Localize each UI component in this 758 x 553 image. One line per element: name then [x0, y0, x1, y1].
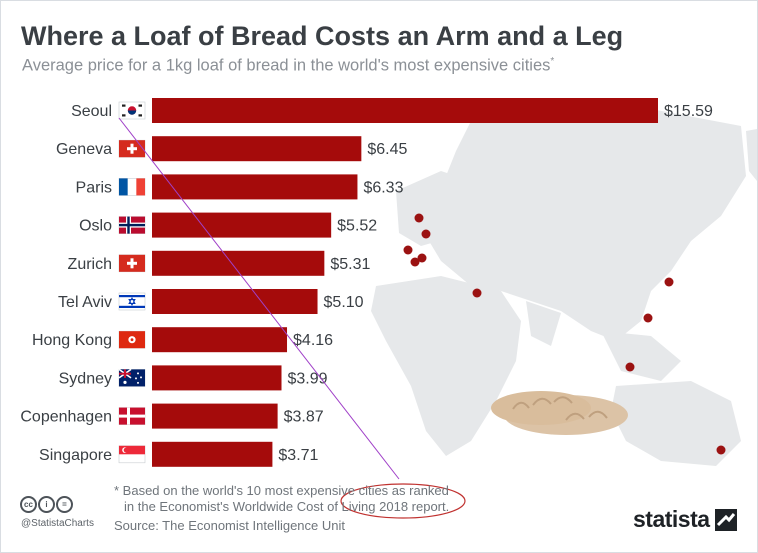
value-label: $5.10 — [324, 294, 364, 311]
bar-row: Seoul $15.59 — [71, 98, 713, 123]
city-marker — [410, 257, 420, 267]
annotation-ellipse — [340, 483, 466, 519]
bar-row: Singapore $3.71 — [39, 441, 319, 467]
annotation-line — [118, 117, 400, 480]
by-icon: i — [38, 496, 55, 513]
category-label: Copenhagen — [20, 409, 112, 426]
value-label: $5.52 — [337, 218, 377, 235]
source-note: Source: The Economist Intelligence Unit — [114, 518, 345, 533]
bar — [152, 365, 282, 391]
chart-title: Where a Loaf of Bread Costs an Arm and a… — [21, 21, 624, 51]
city-marker — [421, 229, 431, 239]
category-label: Geneva — [56, 141, 112, 158]
map-landmass — [426, 101, 746, 341]
bar-row: Zurich $5.31 — [68, 250, 370, 276]
category-label: Singapore — [39, 447, 112, 464]
map-landmass — [371, 276, 521, 456]
hong-kong-flag — [118, 330, 146, 349]
bar — [152, 289, 318, 314]
license-icons: cc i = — [20, 494, 74, 513]
annotations — [118, 117, 466, 519]
bar-row: Tel Aviv $5.10 — [58, 289, 364, 314]
map-landmass — [601, 331, 681, 381]
bar — [152, 98, 658, 123]
nd-icon: = — [56, 496, 73, 513]
statista-logo-text: statista — [633, 506, 710, 532]
category-label: Tel Aviv — [58, 294, 112, 311]
bar-row: Hong Kong $4.16 — [32, 327, 333, 353]
city-marker — [417, 253, 427, 263]
category-label: Paris — [76, 179, 112, 196]
bar — [152, 174, 358, 200]
bar-row: Copenhagen $3.87 — [20, 403, 324, 429]
south-korea-flag — [118, 101, 146, 120]
footnote-line-1: * Based on the world's 10 most expensive… — [114, 483, 449, 498]
bar-row: Oslo $5.52 — [79, 212, 377, 238]
bar — [152, 136, 362, 162]
category-label: Hong Kong — [32, 332, 112, 349]
singapore-flag — [118, 445, 146, 464]
statista-logo-icon — [715, 509, 737, 531]
bars: Seoul $15.59 Geneva $6.45 Paris $6.33 Oslo $5.5… — [20, 98, 713, 467]
footnote: * Based on the world's 10 most expensive… — [114, 483, 449, 515]
footnote-line-2: in the Economist's Worldwide Cost of Liv… — [124, 499, 450, 514]
category-label: Zurich — [68, 256, 112, 273]
bar-row: Paris $6.33 — [76, 174, 404, 200]
value-label: $3.87 — [284, 409, 324, 426]
bar — [152, 327, 288, 353]
bar — [152, 441, 273, 467]
bar — [152, 403, 278, 429]
city-marker — [643, 313, 653, 323]
value-label: $6.45 — [367, 141, 407, 158]
city-marker — [414, 213, 424, 223]
map-landmass — [746, 129, 757, 181]
category-label: Seoul — [71, 103, 112, 120]
city-marker — [716, 445, 726, 455]
category-label: Oslo — [79, 218, 112, 235]
city-markers — [403, 213, 726, 455]
map-landmass — [526, 301, 561, 346]
denmark-flag — [118, 407, 146, 425]
chart-subtitle: Average price for a 1kg loaf of bread in… — [22, 56, 554, 76]
city-marker — [664, 277, 674, 287]
bread-loaf — [491, 391, 591, 425]
australia-flag — [118, 368, 146, 387]
world-map — [371, 101, 757, 466]
map-landmass — [396, 171, 476, 246]
israel-flag — [118, 292, 146, 311]
value-label: $15.59 — [664, 103, 713, 120]
norway-flag — [118, 216, 146, 234]
city-marker — [403, 245, 413, 255]
value-label: $4.16 — [293, 332, 333, 349]
value-label: $6.33 — [363, 179, 403, 196]
switzerland-flag — [118, 254, 146, 273]
bread-illustration — [491, 391, 628, 435]
statista-handle: @StatistaCharts — [21, 518, 94, 529]
bar — [152, 212, 332, 238]
bar-row: Sydney $3.99 — [59, 365, 328, 391]
city-marker — [472, 288, 482, 298]
city-marker — [625, 362, 635, 372]
map-landmass — [611, 381, 741, 466]
switzerland-flag — [118, 139, 146, 158]
bread-score-lines — [565, 410, 608, 421]
subtitle-footnote-mark: * — [550, 56, 555, 67]
france-flag — [118, 178, 146, 196]
bar-row: Geneva $6.45 — [56, 136, 407, 162]
subtitle-text: Average price for a 1kg loaf of bread in… — [22, 56, 551, 75]
cc-icon: cc — [20, 496, 37, 513]
category-label: Sydney — [59, 370, 112, 387]
map-landmass — [491, 121, 521, 151]
bread-score-lines — [512, 396, 573, 410]
value-label: $3.71 — [278, 447, 318, 464]
value-label: $5.31 — [330, 256, 370, 273]
